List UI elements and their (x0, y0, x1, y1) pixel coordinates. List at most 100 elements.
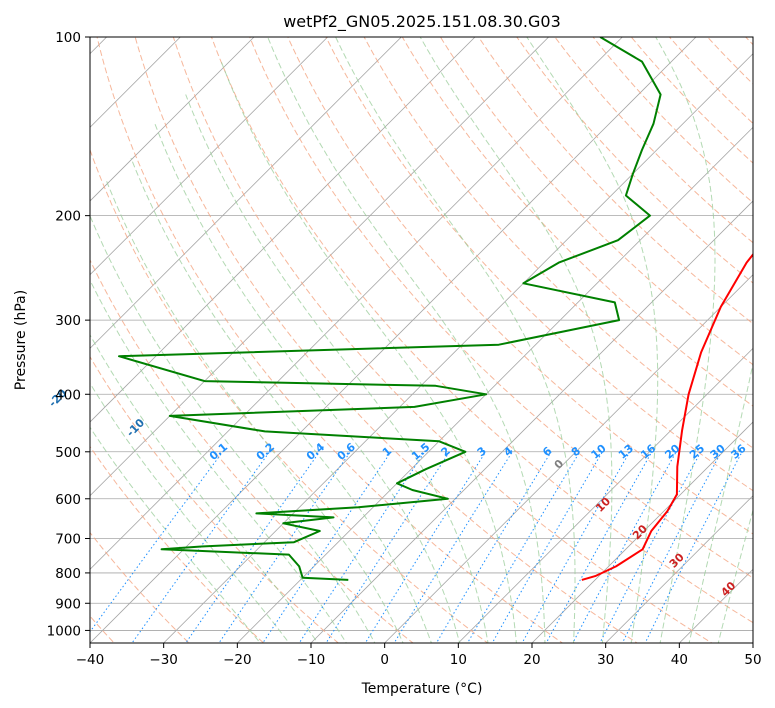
mixing-ratio-label: 13 (616, 442, 636, 462)
mixing-ratio-line (621, 451, 722, 643)
mixing-ratio-label: 3 (475, 444, 489, 459)
isotherm-line (384, 274, 753, 643)
moist-adiabat-line (185, 94, 489, 643)
y-axis-label: Pressure (hPa) (13, 290, 29, 390)
dry-adiabat-line (758, 10, 775, 655)
isotherm-line (457, 347, 753, 643)
mixing-ratio-line (572, 451, 677, 643)
mixing-ratio-line (218, 451, 351, 643)
x-tick-label: 30 (597, 652, 614, 668)
moist-adiabat-line (90, 333, 319, 643)
y-tick-label: 1000 (47, 623, 81, 639)
axis-ticks: −40 −30 −20 −10 0 10 20 30 40 5010009008007006005… (47, 30, 762, 668)
mixing-ratio-line (545, 451, 653, 643)
dry-adiabat-line (516, 37, 753, 284)
moist-adiabat-label: 30 (667, 550, 687, 570)
isotherm-line (163, 53, 753, 643)
y-tick-label: 100 (55, 30, 81, 46)
isotherm-line (236, 126, 753, 643)
dry-adiabat-line (554, 37, 753, 244)
moist-adiabat-line (90, 214, 376, 643)
moist-adiabat-label: 0 (552, 457, 567, 472)
dry-adiabat-line (90, 258, 414, 643)
y-tick-label: 200 (55, 209, 81, 225)
dry-adiabat-line (172, 37, 713, 643)
moist-adiabat-line (90, 279, 347, 643)
moist-adiabat-line (267, 37, 546, 643)
moist-adiabat-label: 40 (718, 579, 738, 599)
isotherm-line (90, 37, 402, 349)
dry-adiabat-line (134, 37, 638, 643)
dry-adiabat-line (287, 37, 753, 535)
mixing-ratio-line (491, 451, 603, 643)
mixing-ratio-line (644, 451, 743, 643)
isotherm-line (90, 37, 329, 276)
mixing-ratio-line (262, 451, 392, 643)
mixing-ratio-label: 30 (708, 442, 728, 462)
mixing-ratio-line (131, 451, 271, 643)
background-lines (0, 10, 775, 655)
dry-adiabat-line (249, 37, 753, 579)
mixing-ratio-line (185, 451, 321, 643)
isotherm-line (605, 495, 753, 643)
mixing-ratio-line (325, 451, 451, 643)
moist-adiabat-line (688, 361, 753, 643)
dry-adiabat-line (592, 37, 753, 204)
mixing-ratio-label: 1.5 (409, 440, 432, 462)
moist-adiabat-line (130, 157, 432, 643)
x-axis-label: Temperature (°C) (361, 681, 483, 697)
dry-adiabat-line (90, 445, 265, 643)
dry-adiabat-line (744, 37, 753, 46)
moist-adiabat-line (419, 37, 613, 643)
plot-frame (89, 36, 754, 644)
dry-adiabat-line (439, 37, 753, 366)
isotherm-line (752, 642, 753, 643)
moist-adiabat-line (335, 37, 576, 643)
mixing-ratio-label: 10 (589, 442, 609, 462)
moist-adiabat-line (655, 37, 716, 643)
mixing-ratio-line (521, 451, 631, 643)
moist-adiabat-label: 10 (593, 494, 613, 514)
profile-line (581, 252, 753, 581)
dry-adiabat-line (630, 37, 753, 164)
x-tick-label: −30 (149, 652, 178, 668)
chart-title: wetPf2_GN05.2025.151.08.30.G03 (283, 12, 561, 32)
x-tick-label: 10 (450, 652, 467, 668)
dry-adiabat-line (96, 37, 564, 643)
profile-line (118, 37, 662, 581)
profile-series (118, 37, 753, 581)
x-tick-label: −10 (297, 652, 326, 668)
x-tick-label: 40 (671, 652, 688, 668)
x-tick-label: 50 (744, 652, 761, 668)
mixing-ratio-line (466, 451, 581, 643)
isotherm-line (0, 10, 60, 655)
mixing-ratio-label: 0.6 (335, 440, 359, 463)
isotherm-line (90, 37, 623, 570)
mixing-ratio-line (435, 451, 552, 643)
mixing-ratio-label: 25 (687, 442, 707, 462)
isotherm-line (90, 37, 255, 202)
y-tick-label: 500 (55, 445, 81, 461)
x-tick-label: −40 (76, 652, 105, 668)
mixing-ratio-line (90, 451, 224, 633)
y-tick-label: 400 (55, 387, 81, 403)
moist-adiabat-line (106, 181, 404, 643)
y-tick-label: 700 (55, 532, 81, 548)
moist-adiabat-line (90, 426, 261, 643)
moist-adiabat-line (220, 61, 518, 643)
isotherm-line (310, 200, 753, 643)
mixing-ratio-label: 0.4 (304, 440, 328, 463)
isotherm-line (90, 37, 550, 497)
mixing-ratio-line (298, 451, 426, 643)
dry-adiabat-line (90, 531, 190, 643)
dry-adiabat-line (325, 37, 753, 492)
mixing-ratio-label: 0.1 (207, 440, 230, 462)
isotherm-line (90, 37, 181, 128)
moist-adiabat-line (717, 508, 753, 643)
y-tick-label: 800 (55, 566, 81, 582)
dry-adiabat-line (706, 37, 753, 85)
isotherm-line (531, 421, 753, 643)
y-tick-label: 300 (55, 313, 81, 329)
